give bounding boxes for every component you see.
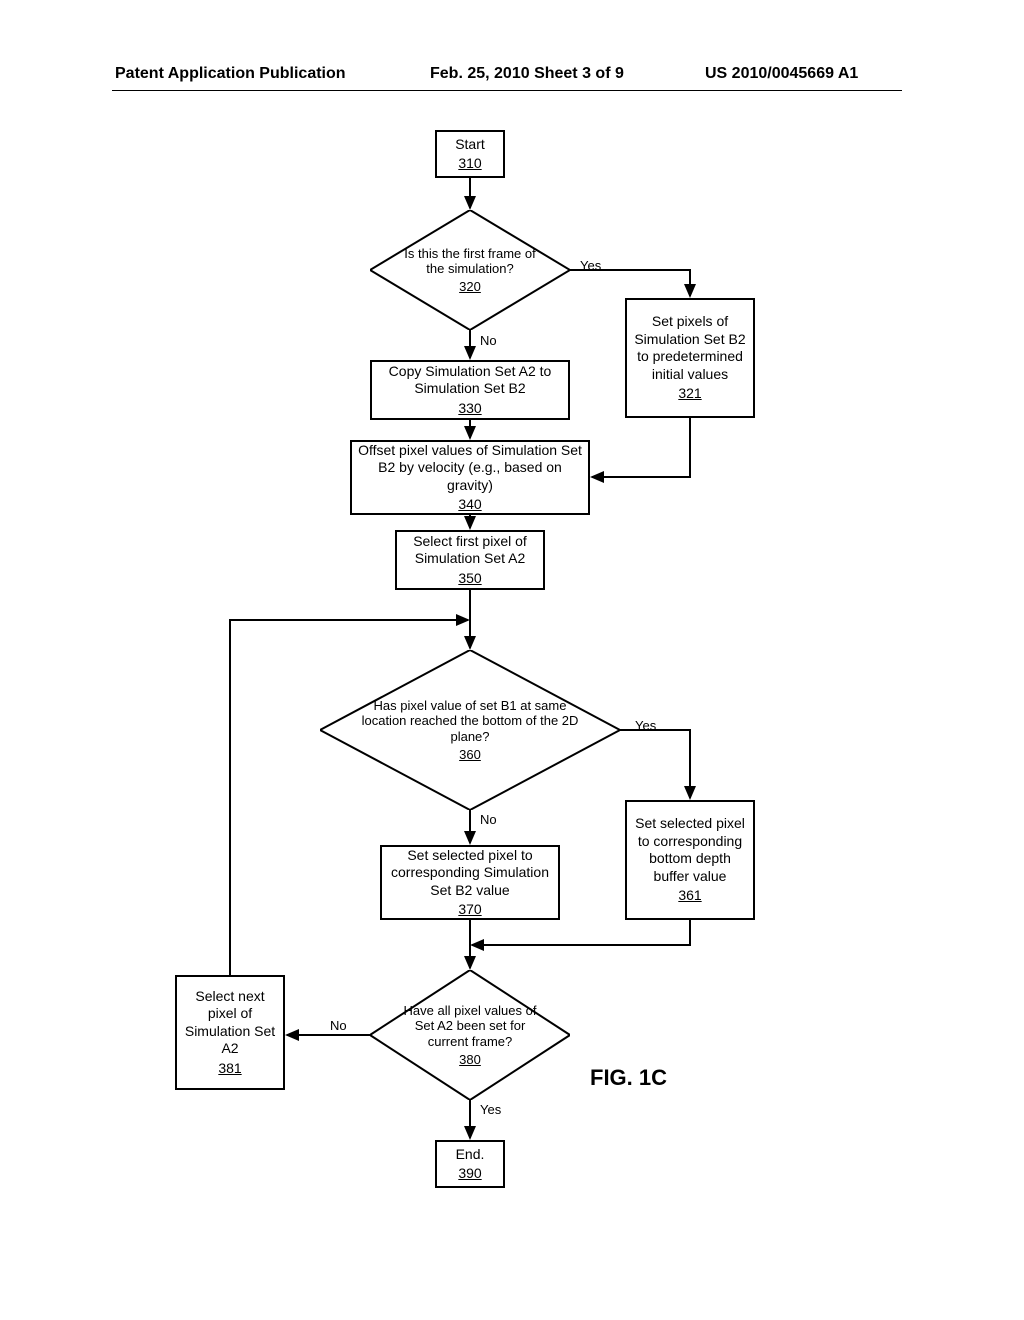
connectors [0, 0, 1024, 1320]
patent-page: Patent Application Publication Feb. 25, … [0, 0, 1024, 1320]
